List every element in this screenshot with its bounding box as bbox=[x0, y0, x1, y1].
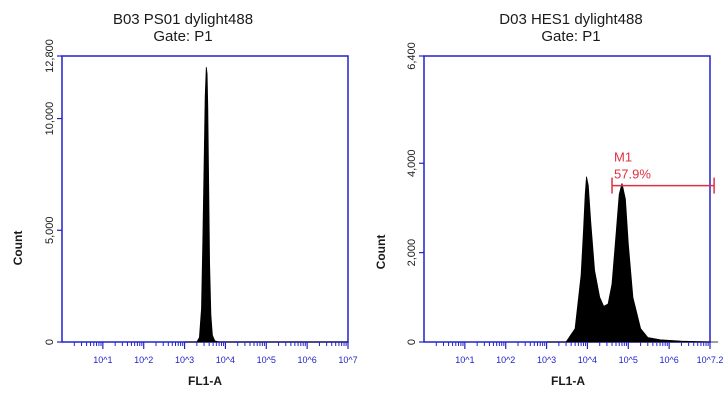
panel-2-frame bbox=[423, 55, 711, 343]
panel-2-y-tick-label: 2,000 bbox=[406, 239, 418, 267]
panel-2-subtitle: Gate: P1 bbox=[541, 28, 600, 45]
panel-2-x-tick-label: 10^3 bbox=[537, 355, 556, 365]
panel-1-y-tick-label: 10,000 bbox=[44, 102, 56, 136]
panel-2: D03 HES1 dylight488 Gate: P1 0 2,000 4,000… bbox=[374, 11, 723, 388]
panel-1-x-tick-label: 10^3 bbox=[175, 355, 194, 365]
panel-1: B03 PS01 dylight488 Gate: P1 0 5,000 10,00… bbox=[11, 11, 358, 388]
panel-2-y-tick-label: 6,400 bbox=[406, 42, 418, 70]
panel-1-plot: 0 5,000 10,000 12,800 10^1 10^2 10^3 10^4 10^5 10… bbox=[44, 39, 358, 365]
panel-1-x-tick-label: 10^5 bbox=[257, 355, 276, 365]
panel-2-y-tick-label: 4,000 bbox=[406, 149, 418, 177]
panel-1-title: B03 PS01 dylight488 bbox=[113, 11, 253, 28]
panel-2-x-tick-label: 10^7.2 bbox=[697, 355, 724, 365]
panel-1-x-tick-label: 10^2 bbox=[134, 355, 153, 365]
panel-2-plot: 0 2,000 4,000 6,400 10^1 10^2 10^3 10^4 10^5 10^6… bbox=[406, 42, 723, 365]
panel-1-x-tick-label: 10^4 bbox=[216, 355, 235, 365]
panel-1-x-tick-label: 10^7 bbox=[338, 355, 357, 365]
panel-1-x-tick-label: 10^6 bbox=[298, 355, 317, 365]
marker-label: M1 bbox=[614, 150, 632, 165]
panel-1-y-tick-label: 0 bbox=[44, 339, 56, 345]
panel-1-y-tick-label: 5,000 bbox=[44, 217, 56, 245]
panel-2-x-tick-label: 10^4 bbox=[578, 355, 597, 365]
panel-1-x-tick-label: 10^1 bbox=[93, 355, 112, 365]
panel-1-histogram-series-1 bbox=[184, 67, 348, 343]
panel-2-x-tick-label: 10^6 bbox=[660, 355, 679, 365]
marker-percentage: 57.9% bbox=[614, 167, 651, 182]
panel-2-histogram-series-1 bbox=[546, 176, 719, 343]
panel-1-subtitle: Gate: P1 bbox=[153, 28, 212, 45]
panel-2-x-tick-label: 10^1 bbox=[455, 355, 474, 365]
panel-2-x-tick-label: 10^2 bbox=[496, 355, 515, 365]
panel-2-x-axis-label: FL1-A bbox=[551, 374, 585, 388]
panel-1-y-tick-label: 12,800 bbox=[44, 39, 56, 73]
panel-1-x-axis-label: FL1-A bbox=[188, 374, 222, 388]
panel-2-x-tick-label: 10^5 bbox=[619, 355, 638, 365]
panel-1-y-axis-label: Count bbox=[11, 231, 25, 266]
panel-2-title: D03 HES1 dylight488 bbox=[499, 11, 642, 28]
panel-2-y-axis-label: Count bbox=[374, 235, 388, 270]
panel-2-y-tick-label: 0 bbox=[406, 339, 418, 345]
